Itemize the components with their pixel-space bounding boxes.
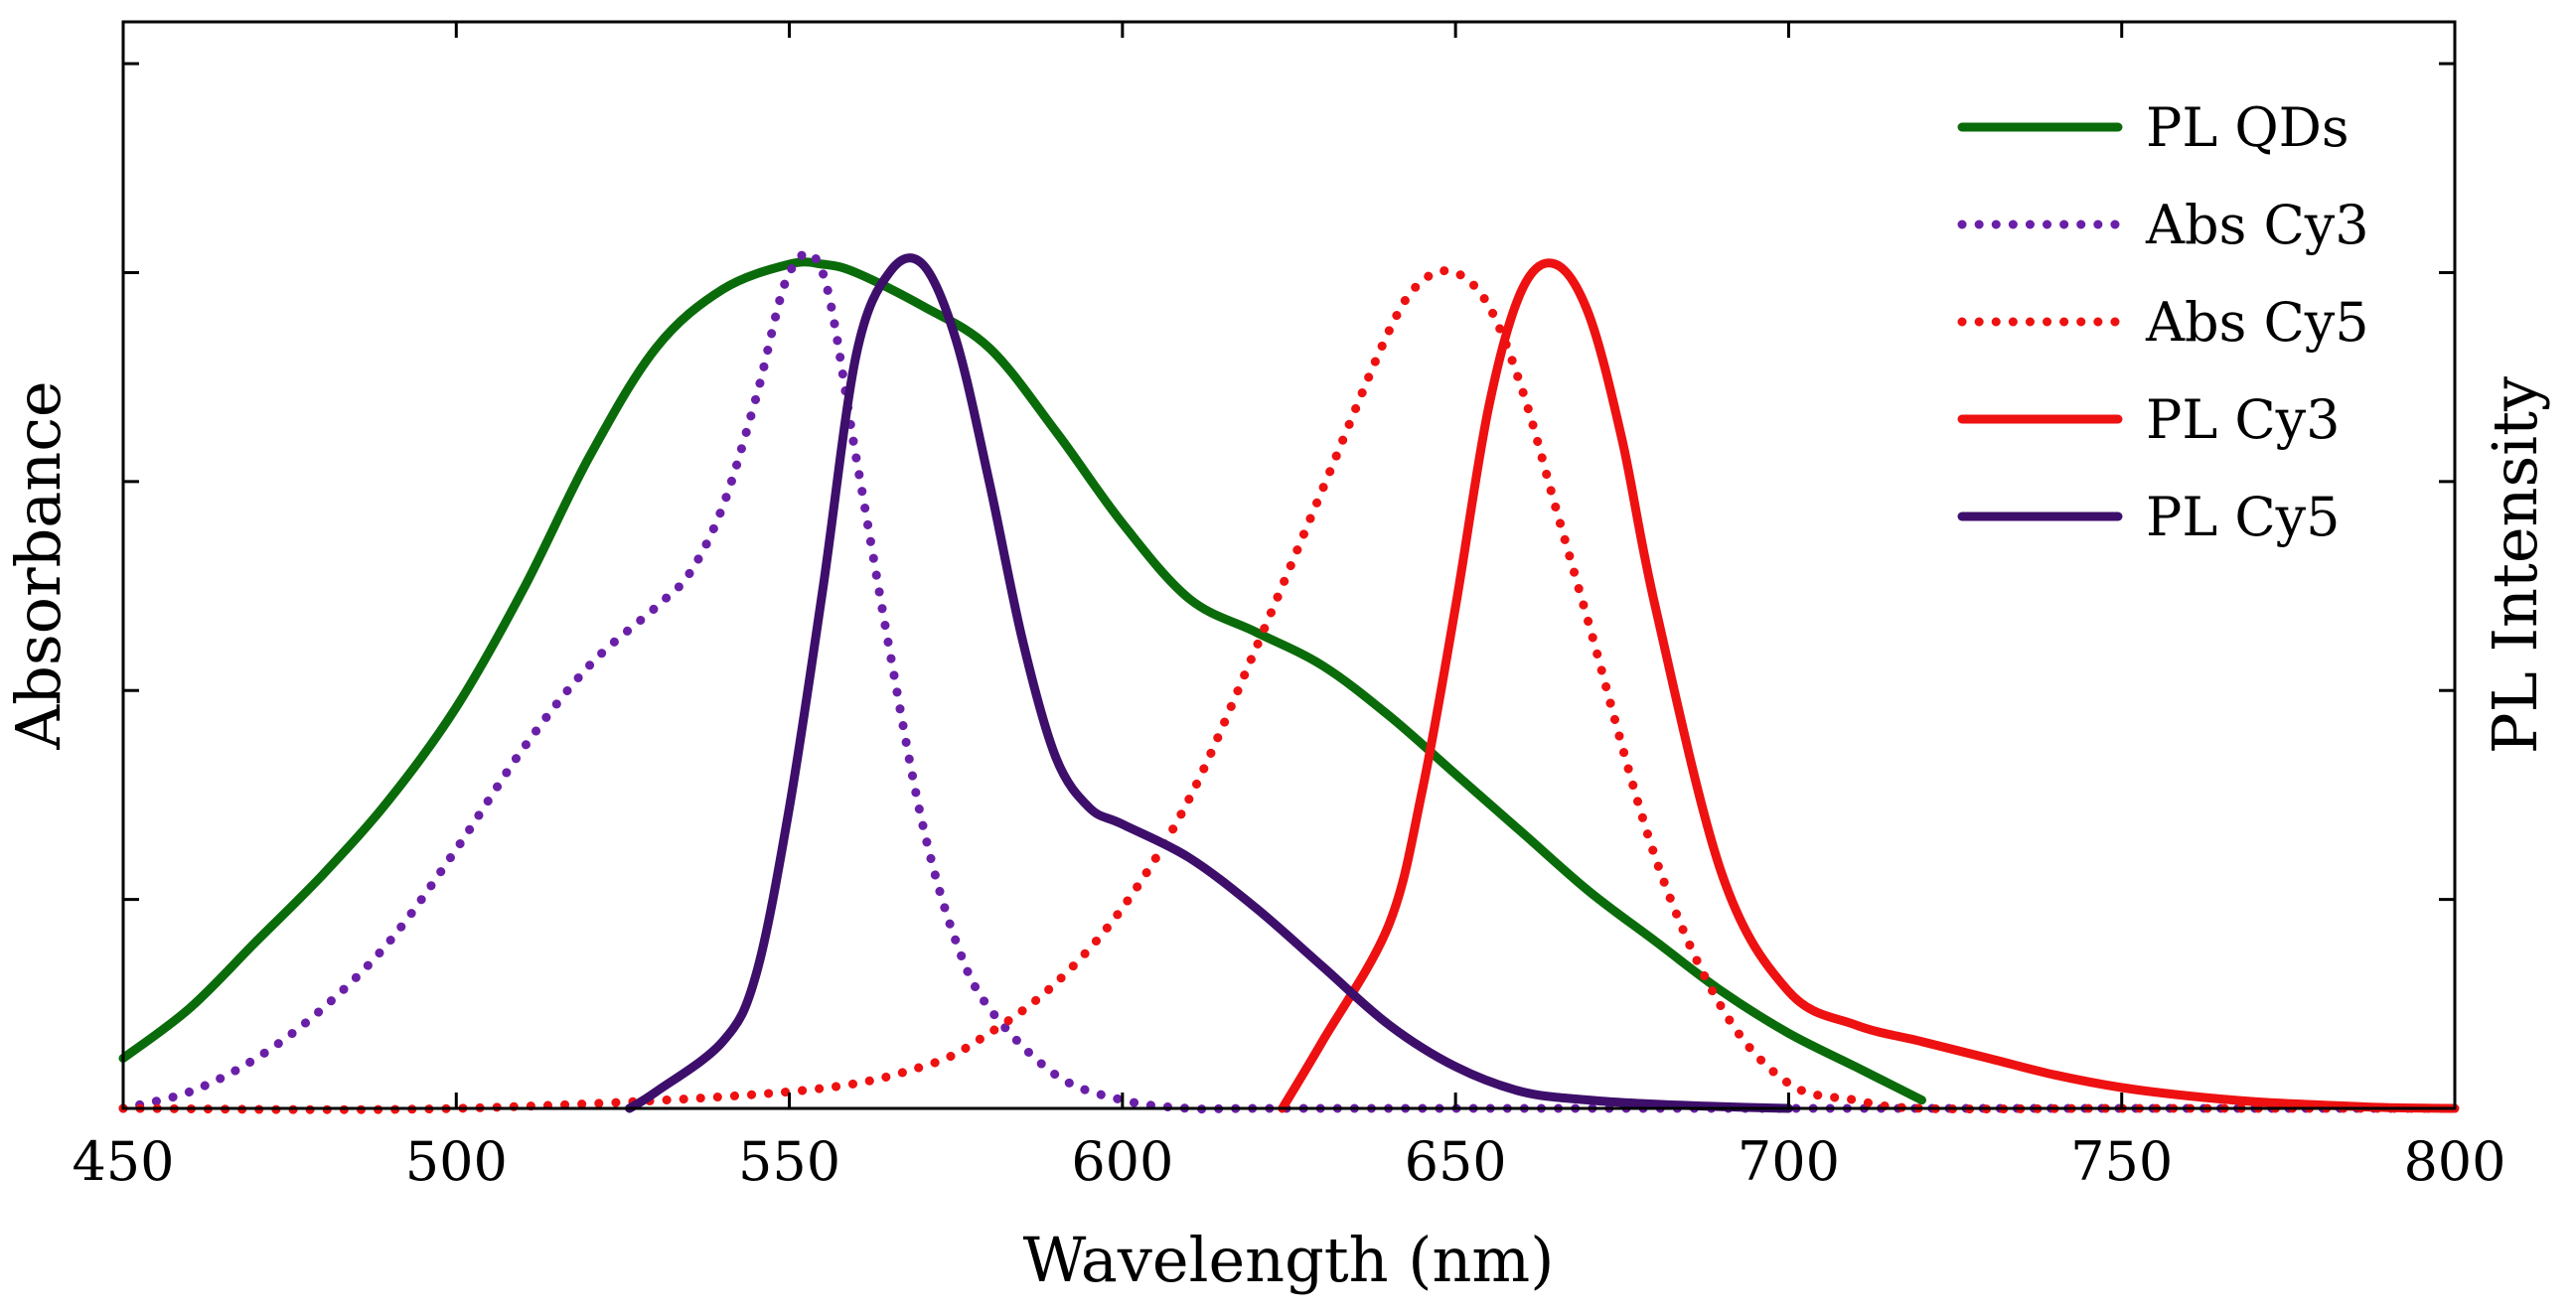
x-tick-label: 500 xyxy=(405,1130,508,1193)
legend-label-pl-cy3: PL Cy3 xyxy=(2146,388,2341,451)
x-tick-label: 450 xyxy=(72,1130,174,1193)
x-tick-label: 600 xyxy=(1071,1130,1173,1193)
legend: PL QDs Abs Cy3 Abs Cy5 PL Cy3 PL Cy5 xyxy=(1957,96,2369,548)
x-axis-title: Wavelength (nm) xyxy=(1023,1224,1555,1296)
series-line-pl-qds xyxy=(118,257,1926,1105)
y-axis-title-right: PL Intensity xyxy=(2479,376,2551,754)
legend-label-pl-qds: PL QDs xyxy=(2146,96,2349,159)
ticks-layer xyxy=(121,22,2457,1108)
y-axis-title-left: Absorbance xyxy=(2,380,75,750)
x-tick-label: 550 xyxy=(738,1130,840,1193)
legend-label-abs-cy3: Abs Cy3 xyxy=(2145,194,2369,256)
series-layer xyxy=(118,248,2460,1114)
legend-label-abs-cy5: Abs Cy5 xyxy=(2145,291,2369,354)
series-line-pl-cy5 xyxy=(625,253,1793,1113)
series-line-pl-cy3 xyxy=(1278,258,2460,1113)
plot-frame xyxy=(121,20,2457,1110)
x-tick-label: 700 xyxy=(1738,1130,1840,1193)
x-tick-label: 800 xyxy=(2403,1130,2505,1193)
legend-label-pl-cy5: PL Cy5 xyxy=(2146,486,2341,548)
x-tick-labels: 450 500 550 600 650 700 750 800 xyxy=(72,1130,2505,1193)
x-tick-label: 650 xyxy=(1405,1130,1507,1193)
series-line-abs-cy5 xyxy=(118,266,2460,1114)
x-tick-label: 750 xyxy=(2070,1130,2173,1193)
series-line-abs-cy3 xyxy=(118,248,2460,1114)
